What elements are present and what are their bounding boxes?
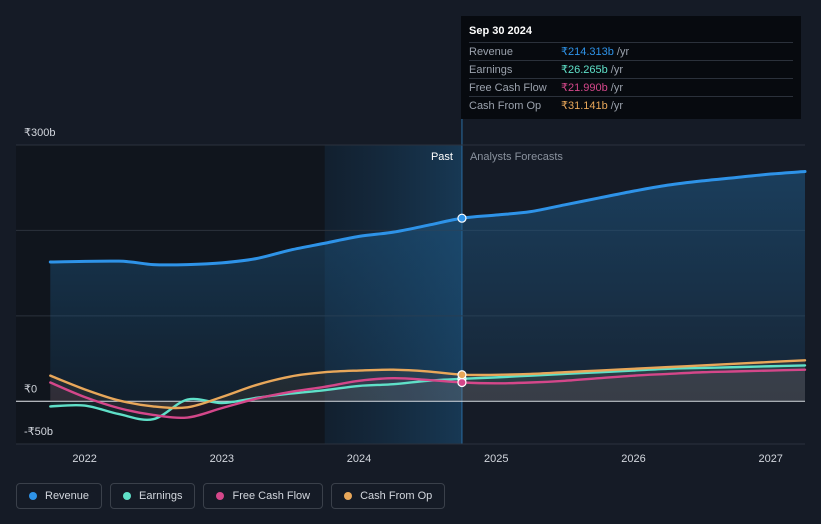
free-cash-flow-area [50, 369, 806, 418]
tooltip-row-free-cash-flow: Free Cash Flow ₹21.990b /yr [469, 78, 793, 96]
x-tick-label: 2025 [484, 453, 508, 465]
past-label: Past [431, 151, 453, 163]
legend-item-earnings[interactable]: Earnings [110, 483, 196, 509]
legend: Revenue Earnings Free Cash Flow Cash Fro… [16, 483, 446, 509]
tooltip-value: ₹21.990b [561, 82, 608, 94]
revenue-area [50, 171, 806, 402]
tooltip-unit: /yr [610, 99, 623, 112]
tooltip-row-earnings: Earnings ₹26.265b /yr [469, 60, 793, 78]
tooltip: Sep 30 2024 Revenue ₹214.313b /yr Earnin… [461, 16, 801, 119]
x-tick-label: 2023 [210, 453, 234, 465]
tooltip-value: ₹31.141b [561, 100, 608, 112]
tooltip-label: Cash From Op [469, 99, 542, 112]
revenue-marker [457, 213, 467, 223]
x-tick-label: 2024 [347, 453, 371, 465]
cash-from-op-marker [457, 370, 467, 380]
legend-label: Revenue [45, 490, 90, 502]
legend-label: Earnings [139, 490, 183, 502]
tooltip-date: Sep 30 2024 [469, 25, 532, 37]
tooltip-unit: /yr [610, 63, 623, 76]
tooltip-label: Earnings [469, 63, 513, 76]
legend-item-cash-from-op[interactable]: Cash From Op [331, 483, 446, 509]
x-tick-label: 2026 [621, 453, 645, 465]
earnings-dot-icon [123, 492, 132, 500]
free-cash-flow-marker [457, 377, 467, 388]
x-tick-label: 2022 [72, 453, 96, 465]
revenue-dot-icon [29, 492, 37, 500]
tooltip-label: Revenue [469, 45, 514, 58]
y-tick-label: ₹0 [24, 383, 37, 395]
cash-from-op-dot-icon [344, 492, 353, 500]
x-tick-label: 2027 [758, 453, 782, 465]
revenue-line [48, 169, 807, 267]
cash-from-op-line [49, 359, 807, 410]
forecast-label: Analysts Forecasts [470, 151, 563, 163]
legend-item-free-cash-flow[interactable]: Free Cash Flow [203, 483, 324, 509]
y-tick-label: ₹300b [24, 127, 55, 139]
legend-label: Free Cash Flow [232, 490, 311, 502]
tooltip-label: Free Cash Flow [469, 81, 547, 94]
legend-label: Cash From Op [360, 490, 433, 502]
free-cash-flow-dot-icon [216, 492, 225, 500]
tooltip-unit: /yr [610, 81, 623, 94]
tooltip-value: ₹26.265b [561, 64, 608, 76]
free-cash-flow-line [49, 368, 807, 420]
y-tick-label: -₹50b [24, 426, 53, 438]
legend-item-revenue[interactable]: Revenue [16, 483, 103, 509]
tooltip-value: ₹214.313b [561, 46, 614, 58]
earnings-area [50, 365, 806, 420]
tooltip-row-cash-from-op: Cash From Op ₹31.141b /yr [469, 96, 793, 114]
tooltip-unit: /yr [616, 45, 630, 58]
tooltip-row-revenue: Revenue ₹214.313b /yr [469, 42, 793, 60]
